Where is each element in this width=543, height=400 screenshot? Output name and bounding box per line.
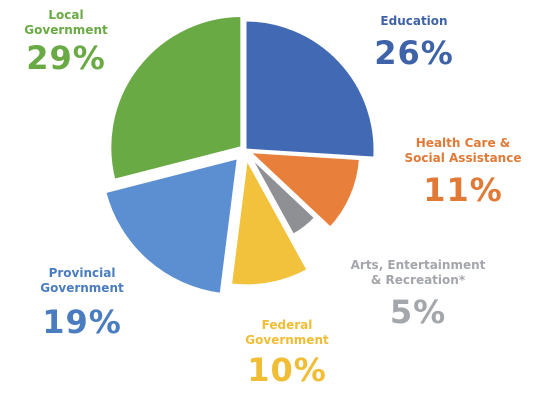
label-local-government: Local Government 29% [6,8,126,76]
label-federal-government: Federal Government 10% [222,318,352,388]
label-prov-line1: Provincial [48,266,116,280]
label-arts-name: Arts, Entertainment & Recreation* [328,258,508,288]
label-arts: Arts, Entertainment & Recreation* 5% [328,258,508,330]
label-local-line2: Government [24,23,108,37]
label-local-percent: 29% [26,39,106,77]
label-prov-line2: Government [40,281,124,295]
pie-slice-health-care-social-assistance [247,150,362,230]
label-health-care: Health Care & Social Assistance 11% [388,136,538,208]
pie-slice-local-government [108,14,244,182]
label-fed-line1: Federal [261,318,313,332]
pie-slice-provincial-government [103,156,240,296]
label-edu-line1: Education [380,14,448,28]
label-provincial-government: Provincial Government 19% [22,266,142,340]
label-fed-percent: 10% [247,351,327,389]
pie-slice-arts-entertainment-recreation [247,153,318,237]
label-health-percent: 11% [423,171,503,209]
label-local-name: Local Government [6,8,126,38]
label-education: Education 26% [364,14,464,71]
label-fed-name: Federal Government [222,318,352,348]
label-prov-percent: 19% [42,303,122,341]
label-prov-name: Provincial Government [22,266,142,296]
label-arts-line1: Arts, Entertainment [350,258,486,272]
label-health-name: Health Care & Social Assistance [388,136,538,166]
pie-slice-federal-government [228,156,310,288]
label-edu-percent: 26% [374,34,454,72]
label-health-line2: Social Assistance [404,151,522,165]
label-health-line1: Health Care & [415,136,511,150]
label-fed-line2: Government [245,333,329,347]
pie-slice-education [243,18,377,160]
label-arts-line2: & Recreation* [370,273,466,287]
label-arts-percent: 5% [389,293,447,331]
label-local-line1: Local [48,8,84,22]
